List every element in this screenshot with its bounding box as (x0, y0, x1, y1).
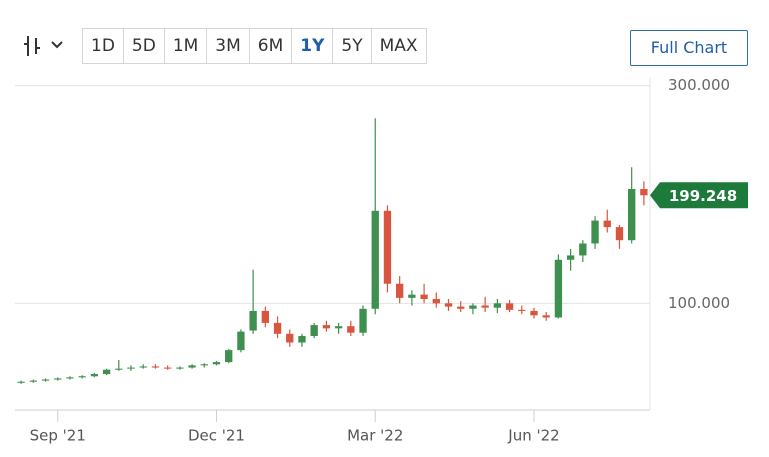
range-buttons: 1D 5D 1M 3M 6M 1Y 5Y MAX (82, 28, 427, 64)
candle-body (163, 367, 172, 369)
candle-body (273, 322, 282, 334)
candle-body (261, 310, 269, 323)
range-button[interactable]: 3M (207, 29, 250, 63)
range-button[interactable]: 6M (250, 29, 293, 63)
candle-body (102, 369, 111, 375)
candle-body (554, 259, 563, 318)
candle-body (29, 380, 37, 382)
full-chart-button[interactable]: Full Chart (630, 30, 748, 66)
candle-body (566, 255, 575, 260)
candle-body (298, 335, 306, 343)
candle-body (420, 294, 428, 299)
price-badge (650, 182, 748, 209)
candle-body (225, 350, 233, 363)
y-tick-label: 100.000 (668, 294, 730, 312)
candle-body (286, 333, 294, 343)
candle-body (212, 362, 221, 365)
candle-body (139, 366, 147, 368)
candle-body (505, 303, 514, 310)
candle-body (310, 325, 318, 336)
candle-body (640, 189, 648, 196)
range-button[interactable]: 5D (124, 29, 165, 63)
candle-body (481, 305, 489, 308)
icon-candles (24, 36, 40, 56)
candle-body (66, 377, 74, 379)
range-button[interactable]: 1D (83, 29, 124, 63)
candle-body (371, 210, 379, 309)
candle-body (322, 325, 331, 329)
candle-body (176, 367, 184, 369)
x-tick-label: Sep '21 (30, 427, 86, 445)
candle-body (249, 310, 257, 331)
candle-body (408, 294, 416, 298)
candle-body (188, 365, 196, 368)
price-badge-label: 199.248 (669, 187, 737, 205)
candle-body (151, 366, 160, 368)
candle-body (90, 374, 99, 377)
candle-body (591, 220, 599, 244)
candle-body (457, 306, 465, 309)
candle-body (78, 376, 86, 378)
candle-body (41, 379, 50, 381)
candle-body (383, 210, 392, 284)
candle-body (542, 315, 550, 318)
candle-body (469, 305, 477, 309)
candle-body (359, 308, 367, 333)
range-button[interactable]: MAX (379, 36, 418, 56)
x-tick-label: Dec '21 (188, 427, 245, 445)
candle-body (530, 310, 538, 316)
x-tick-label: Jun '22 (507, 427, 559, 445)
candle-body (615, 227, 624, 241)
candle-body (444, 303, 453, 307)
candle-body (603, 220, 611, 228)
candle-body (17, 381, 25, 383)
candle-body (628, 189, 636, 241)
candle-body (396, 283, 404, 298)
candle-body (127, 367, 135, 369)
candle-body (237, 331, 245, 351)
chart-type-icon[interactable] (24, 36, 63, 56)
candle-body (115, 368, 123, 370)
candle-body (334, 326, 343, 329)
x-tick-label: Mar '22 (347, 427, 403, 445)
candle-body (54, 378, 62, 380)
range-button[interactable]: 1M (165, 29, 208, 63)
candle-body (200, 364, 208, 366)
candle-body (493, 303, 502, 308)
candle-body (518, 309, 526, 311)
candle-body (432, 298, 440, 304)
icon-caret (51, 41, 63, 49)
y-tick-label: 300.000 (668, 76, 730, 94)
range-button[interactable]: 5Y (333, 29, 372, 63)
range-button[interactable]: 1Y (292, 29, 334, 63)
candle-body (347, 326, 355, 333)
candle-body (579, 243, 587, 256)
